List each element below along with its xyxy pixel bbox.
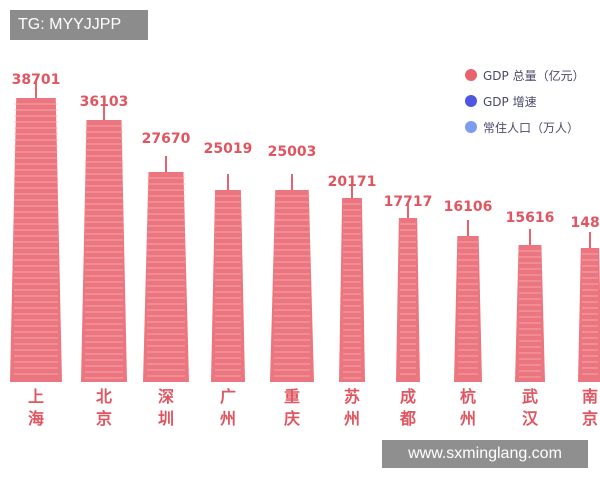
legend-item-gdp-total: GDP 总量（亿元） (465, 62, 585, 88)
tower-bar-6 (339, 182, 365, 382)
city-label-4-1: 广 (220, 387, 236, 406)
legend-label-population: 常住人口（万人） (483, 120, 580, 135)
tower-bar-2 (81, 104, 127, 382)
tower-bar-1 (10, 82, 62, 382)
header-tag: TG: MYYJJPP (10, 10, 148, 40)
tower-body (10, 98, 62, 382)
city-label-5-2: 庆 (283, 409, 300, 428)
tower-bar-3 (143, 156, 189, 382)
value-label-5: 25003 (268, 144, 317, 160)
value-label-3: 27670 (142, 131, 191, 147)
tower-bar-5 (270, 174, 314, 382)
city-label-6-2: 州 (343, 409, 360, 428)
value-label-2: 36103 (80, 94, 129, 110)
tower-body (396, 218, 420, 382)
city-label-8-1: 杭 (460, 387, 476, 406)
legend-label-gdp-total: GDP 总量（亿元） (483, 68, 585, 83)
site-watermark: www.sxminglang.com (382, 440, 588, 468)
legend: GDP 总量（亿元） GDP 增速 常住人口（万人） (465, 62, 585, 140)
tower-body (515, 245, 545, 382)
city-label-4-2: 州 (219, 409, 236, 428)
city-label-8-2: 州 (459, 409, 476, 428)
value-label-9: 15616 (506, 210, 555, 226)
tower-bar-4 (211, 174, 245, 382)
legend-dot-population (465, 121, 477, 133)
value-label-8: 16106 (444, 199, 493, 215)
city-label-2-2: 京 (96, 409, 112, 428)
legend-dot-gdp-total (465, 69, 477, 81)
tower-bar-8 (454, 220, 482, 382)
tower-body (143, 172, 189, 382)
city-label-7-1: 成 (400, 387, 416, 406)
city-label-9-2: 汉 (522, 409, 539, 428)
city-label-1-1: 上 (28, 387, 44, 406)
legend-label-gdp-growth: GDP 增速 (483, 94, 537, 109)
city-label-10-2: 京 (582, 409, 598, 428)
city-label-10-1: 南 (582, 387, 598, 406)
tower-body (578, 248, 600, 382)
city-label-9-1: 武 (522, 387, 538, 406)
tower-bar-10 (578, 232, 600, 382)
value-label-10: 1481 (571, 215, 600, 231)
city-label-3-1: 深 (158, 387, 174, 406)
value-label-4: 25019 (204, 141, 253, 157)
city-label-1-2: 海 (28, 409, 44, 428)
legend-item-population: 常住人口（万人） (465, 114, 585, 140)
tower-body (454, 236, 482, 382)
tower-bar-7 (396, 202, 420, 382)
tower-bar-9 (515, 229, 545, 382)
value-label-1: 38701 (12, 72, 61, 88)
city-label-7-2: 都 (399, 409, 416, 428)
tower-body (81, 120, 127, 382)
legend-dot-gdp-growth (465, 95, 477, 107)
legend-item-gdp-growth: GDP 增速 (465, 88, 585, 114)
value-label-7: 17717 (384, 194, 433, 210)
city-label-5-1: 重 (284, 387, 300, 406)
city-label-3-2: 圳 (158, 409, 174, 428)
city-label-2-1: 北 (96, 387, 112, 406)
city-label-6-1: 苏 (344, 387, 360, 406)
value-label-6: 20171 (328, 174, 377, 190)
